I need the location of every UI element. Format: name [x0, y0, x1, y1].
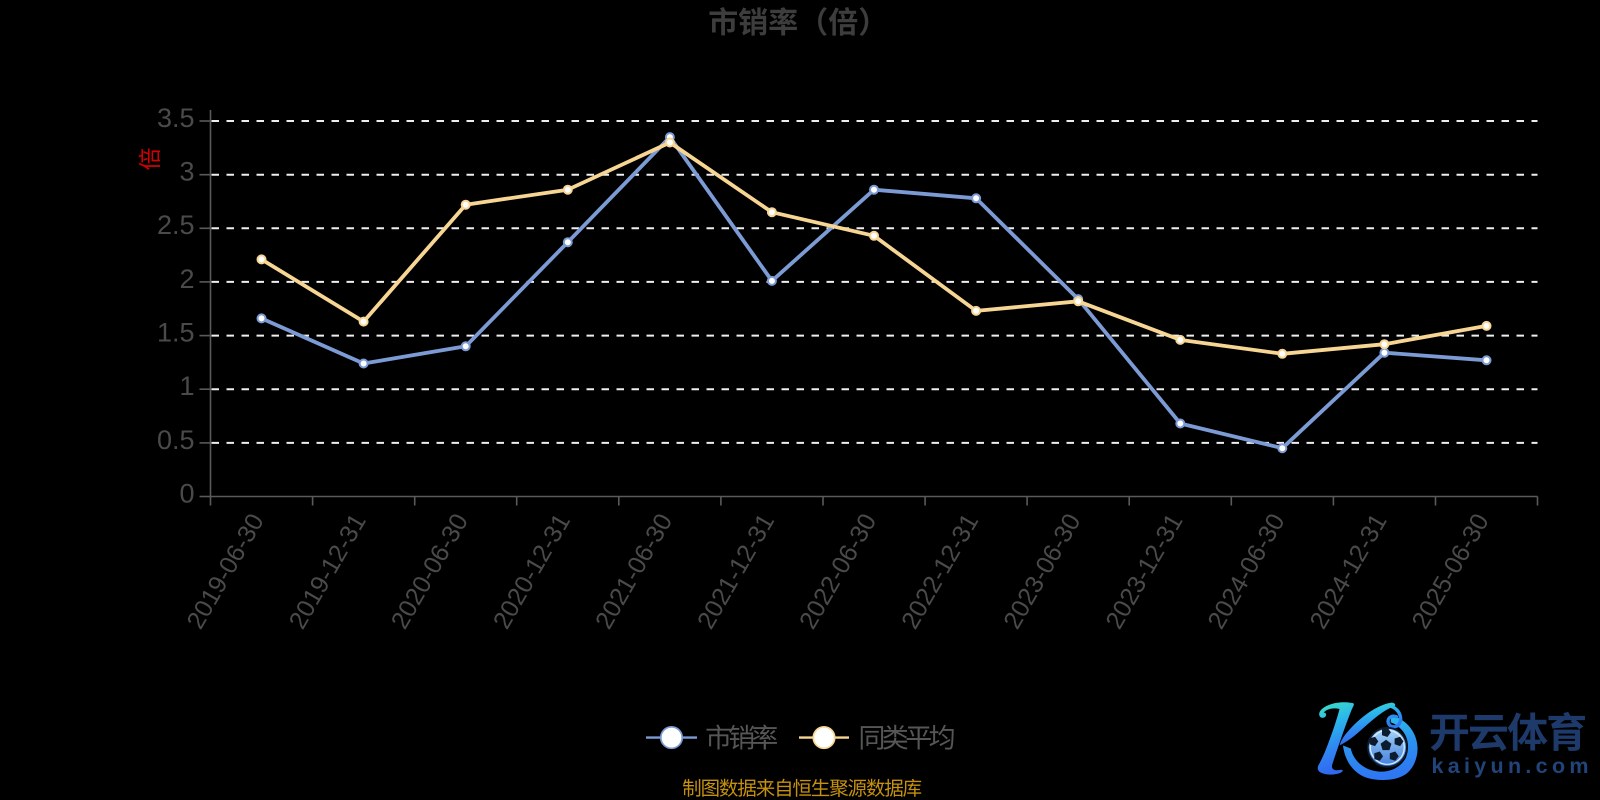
svg-text:0: 0 — [179, 478, 194, 508]
svg-text:2: 2 — [179, 264, 194, 294]
svg-text:1: 1 — [179, 371, 194, 401]
svg-text:3: 3 — [179, 157, 194, 187]
svg-text:0.5: 0.5 — [157, 425, 195, 455]
svg-text:3.5: 3.5 — [157, 103, 195, 133]
svg-text:2.5: 2.5 — [157, 210, 195, 240]
svg-text:1.5: 1.5 — [157, 318, 195, 348]
svg-text:kaiyun.com: kaiyun.com — [1432, 754, 1593, 778]
